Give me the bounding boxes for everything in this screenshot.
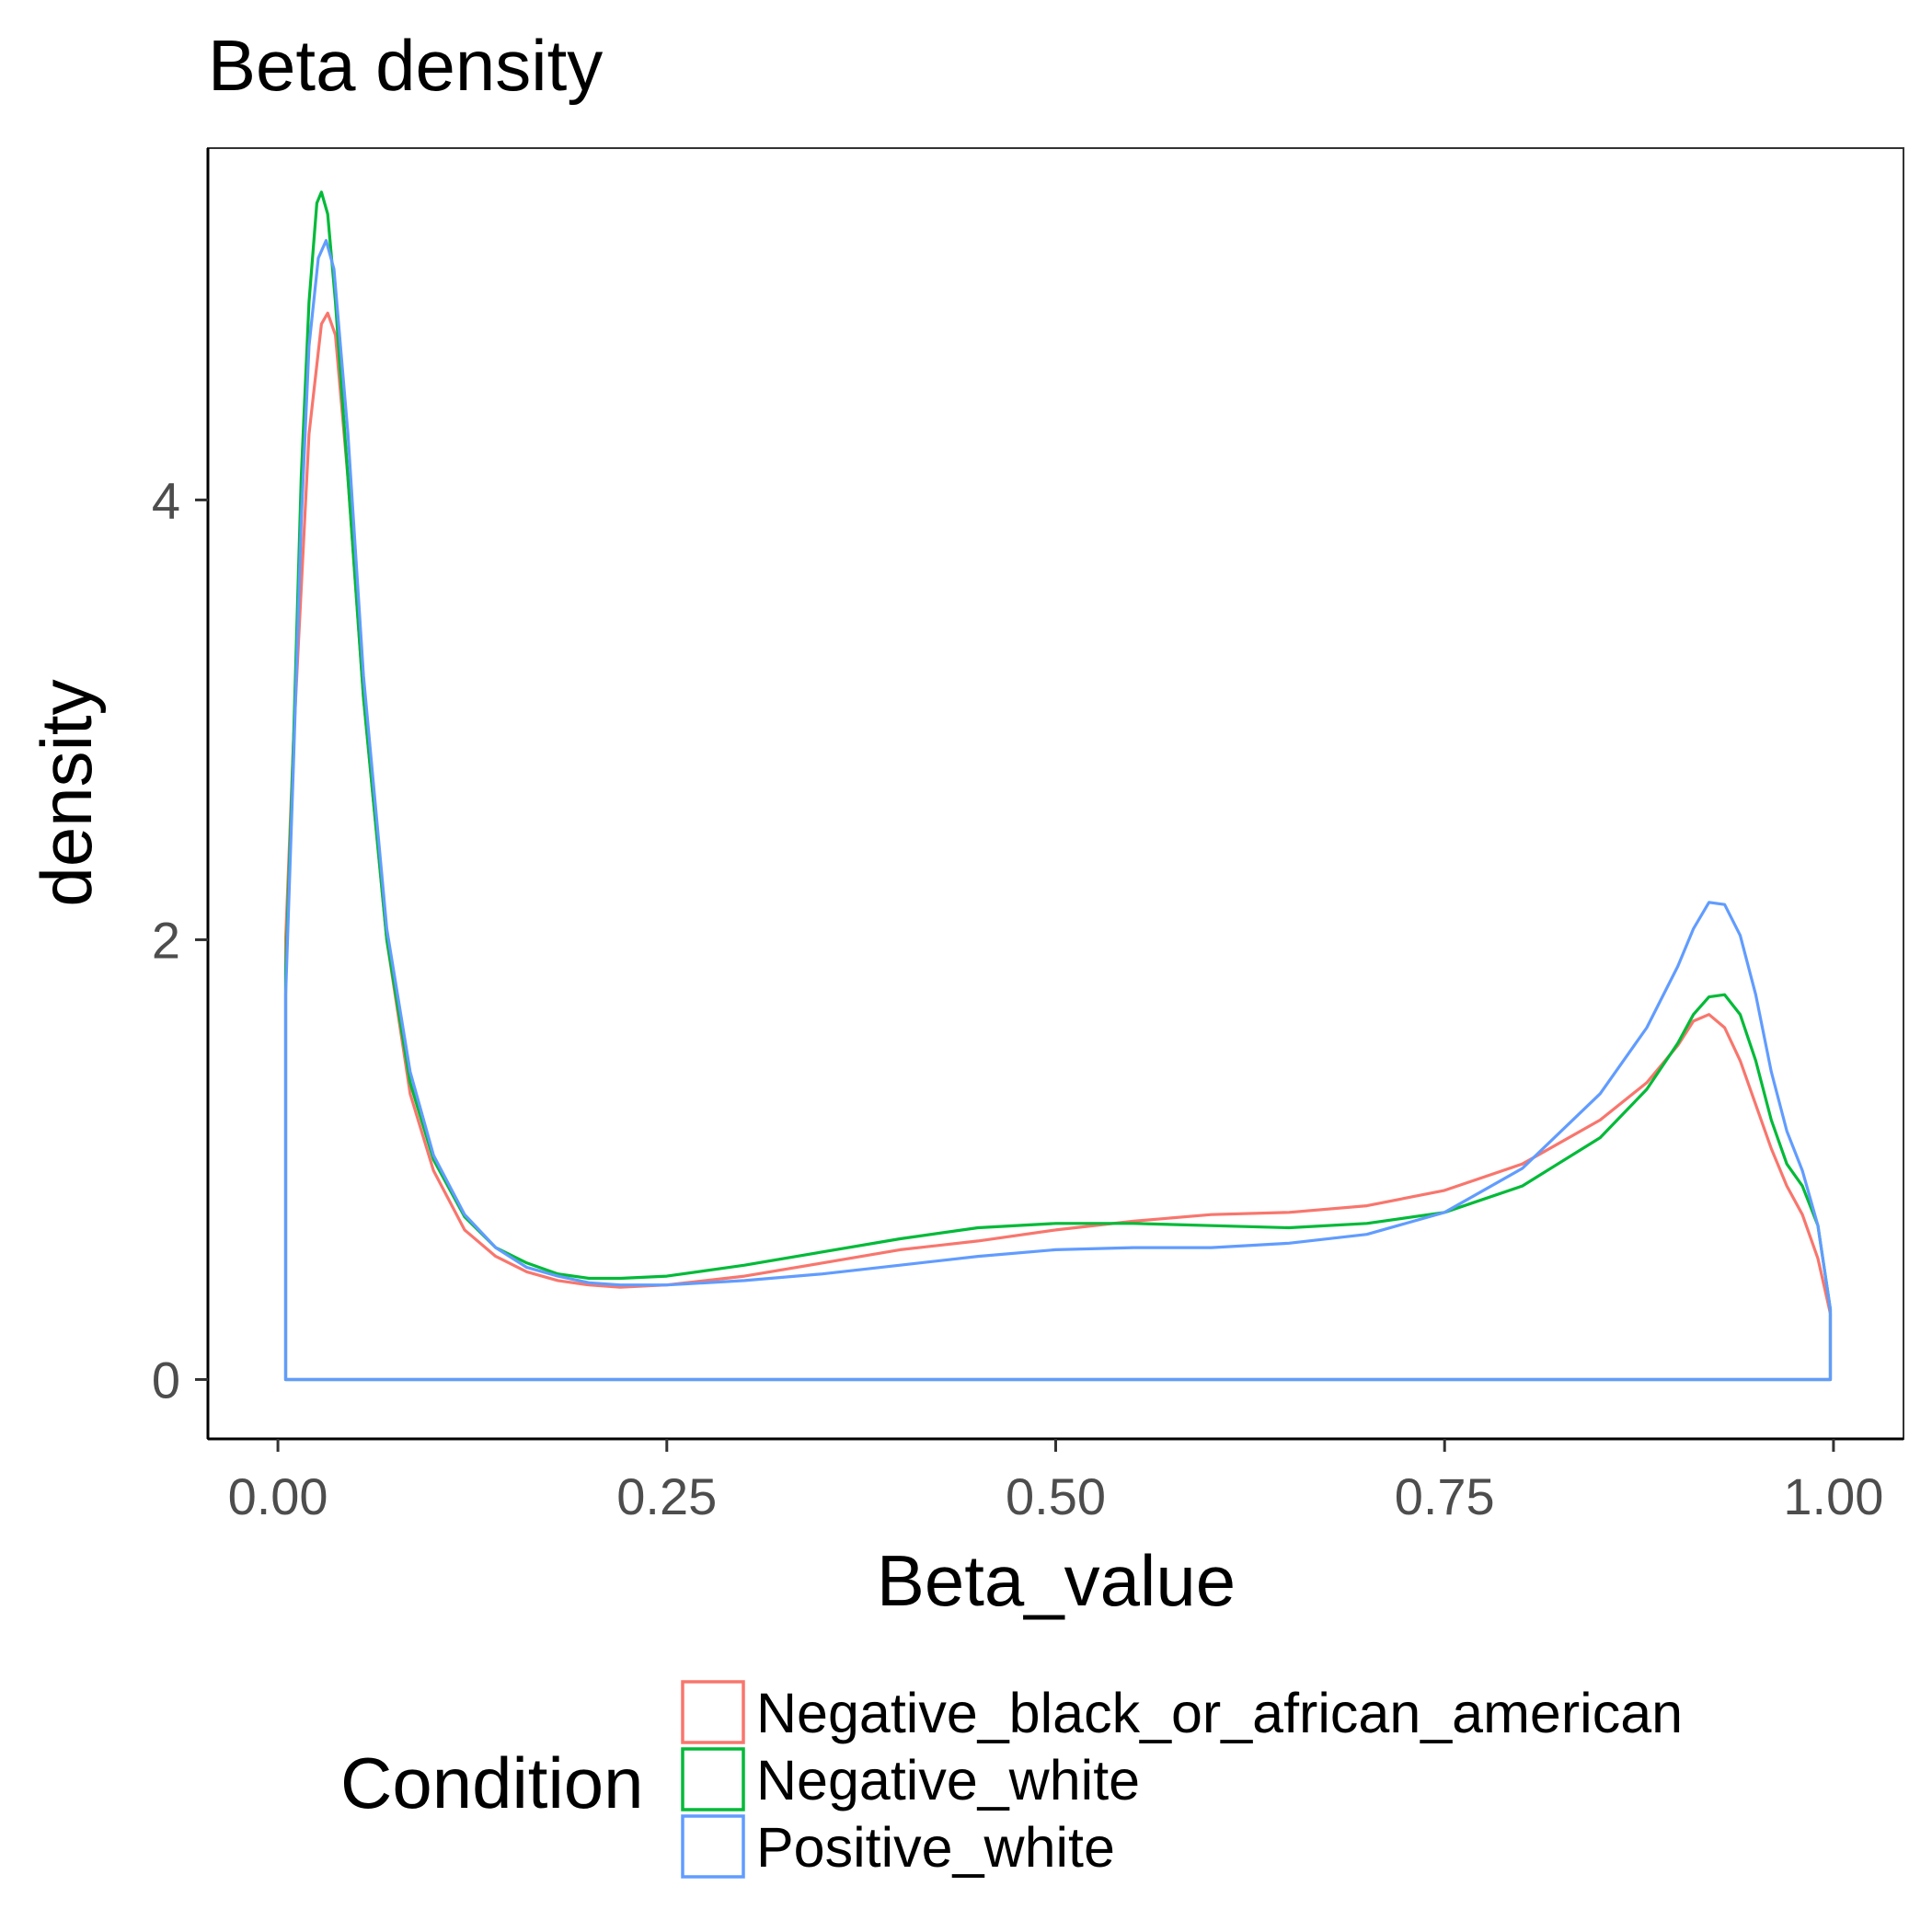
series-layer [283, 190, 1833, 1382]
x-tick-label-4: 1.00 [1783, 1467, 1883, 1525]
x-tick-label-1: 0.25 [616, 1467, 717, 1525]
y-tick-label-1: 2 [152, 911, 180, 969]
x-tick-label-0: 0.00 [228, 1467, 328, 1525]
density-line-3 [283, 238, 1833, 1382]
legend-label-1: Negative_black_or_african_american [756, 1682, 1683, 1744]
legend-key-1 [681, 1680, 745, 1744]
legend-label-3: Positive_white [756, 1816, 1115, 1879]
plot-panel [207, 147, 1904, 1440]
x-tick-label-2: 0.50 [1006, 1467, 1106, 1525]
legend-items: Negative_black_or_african_americanNegati… [681, 1680, 1683, 1879]
x-axis-title: Beta_value [877, 1540, 1236, 1621]
x-tick-label-3: 0.75 [1395, 1467, 1495, 1525]
legend: Condition Negative_black_or_african_amer… [340, 1680, 1683, 1879]
y-ticks: 0 2 4 [152, 471, 208, 1409]
legend-label-2: Negative_white [756, 1749, 1140, 1811]
chart-title: Beta density [208, 25, 603, 106]
y-tick-label-2: 4 [152, 471, 180, 529]
legend-title: Condition [340, 1742, 644, 1823]
legend-key-3 [681, 1814, 745, 1879]
y-tick-label-0: 0 [152, 1351, 180, 1409]
x-ticks: 0.00 0.25 0.50 0.75 1.00 [228, 1439, 1883, 1525]
y-axis-title: density [26, 679, 107, 906]
legend-key-2 [681, 1747, 745, 1811]
